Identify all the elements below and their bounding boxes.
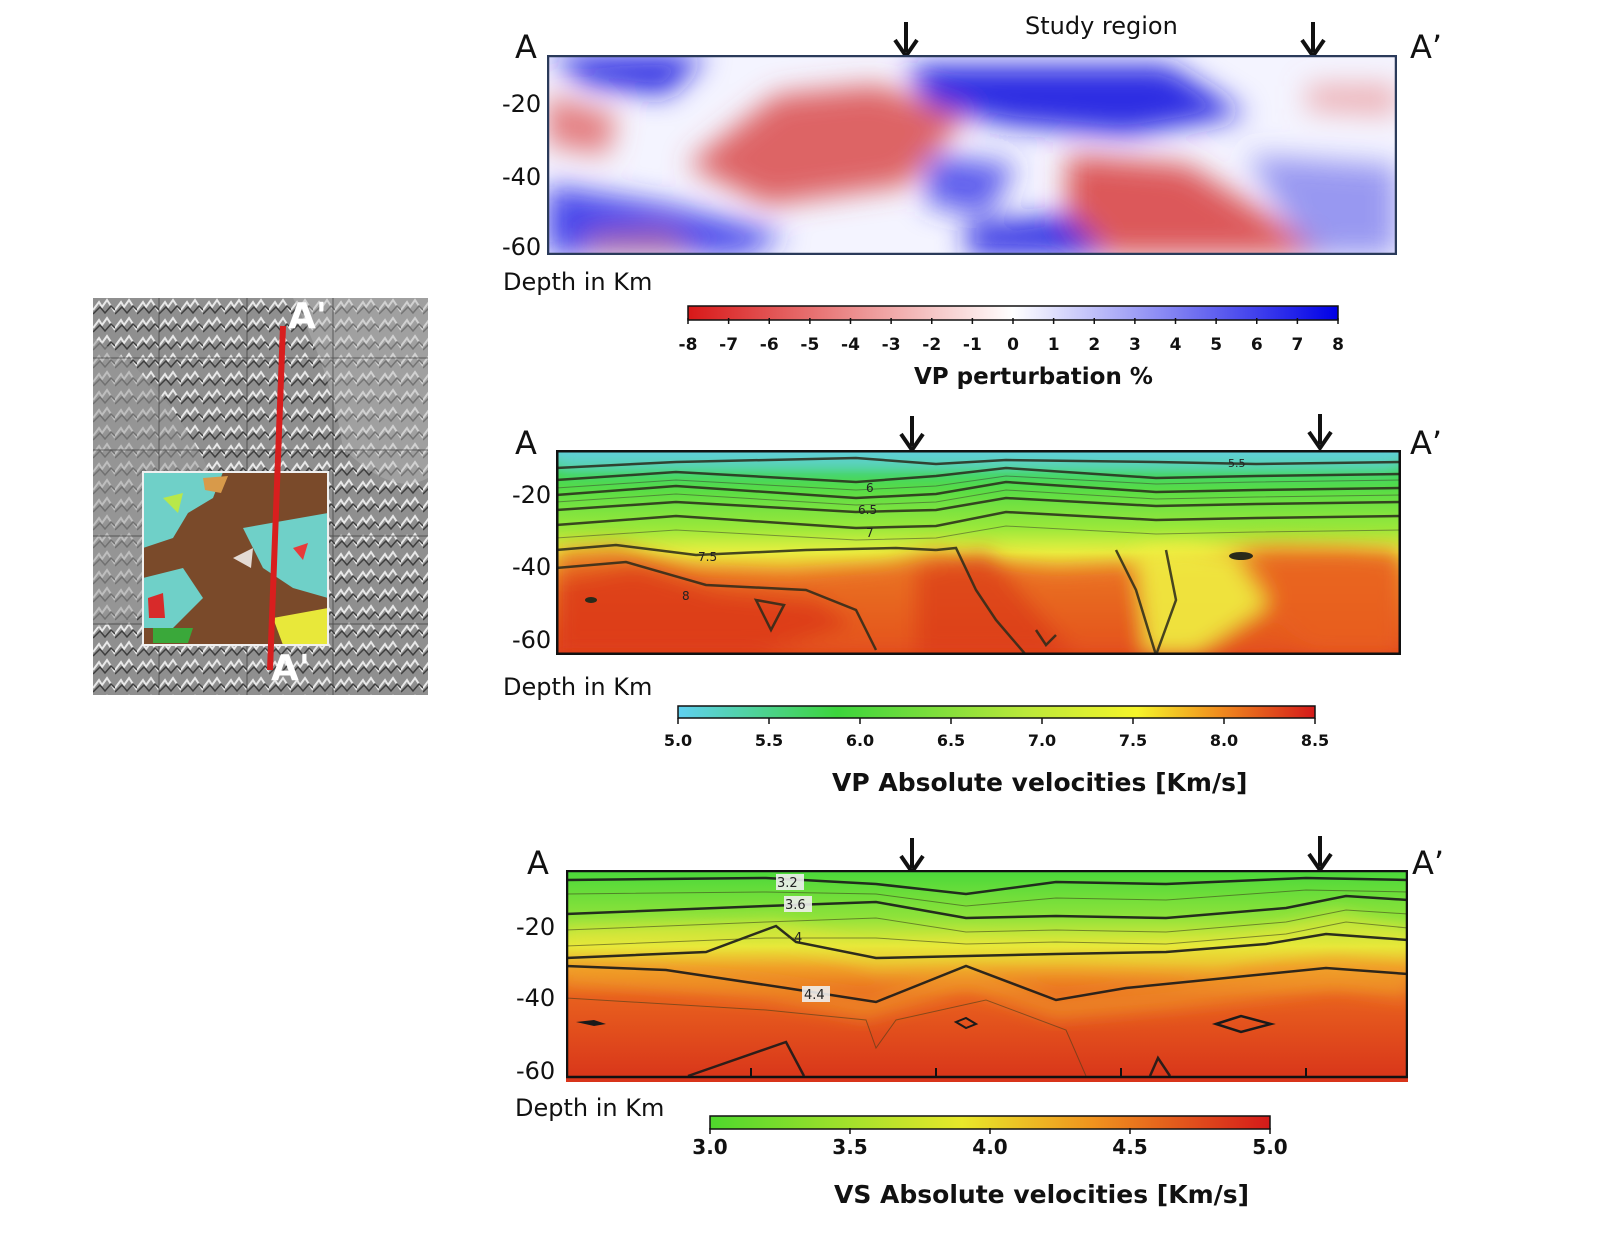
panel3-colorbar-tick-label: 4.0 [972,1135,1007,1159]
panel1-endpoint-a-prime: A’ [1410,28,1443,66]
inset-label-bottom: A' [271,648,310,689]
panel3-endpoint-a: A [527,844,549,882]
panel1-ylabel: Depth in Km [503,268,653,296]
panel2-colorbar-tick-label: 6.0 [846,731,874,750]
panel2-endpoint-a-prime: A’ [1410,424,1443,462]
panel1-colorbar-tick-label: 2 [1088,335,1100,355]
panel3-ytick-1: -40 [516,984,556,1012]
vp-contour-label-6.5: 6.5 [858,503,877,517]
panel1-colorbar-tick-label: -7 [719,335,738,355]
panel1-colorbar-ticks: -8 -7 -6 -5 -4 -3 -2 -1 0 1 2 3 4 5 6 7 8 [679,318,1344,355]
panel3-colorbar-ticks: 3.0 3.5 4.0 4.5 5.0 [692,1128,1288,1159]
inset-label-top: A' [288,296,327,337]
panel3-colorbar: 3.0 3.5 4.0 4.5 5.0 [692,1115,1288,1159]
panel3-colorbar-tick-label: 3.5 [832,1135,867,1159]
vs-contour-label-4.4: 4.4 [804,988,825,1003]
panel2-colorbar-tick-label: 5.5 [755,731,783,750]
panel3-ytick-2: -60 [516,1057,556,1085]
study-region-label: Study region [1025,12,1178,40]
panel1-colorbar-tick-label: 7 [1291,335,1303,355]
panel2-ytick-2: -60 [512,626,552,654]
panel2-endpoint-a: A [515,424,537,462]
panel2-colorbar-tick-label: 7.5 [1119,731,1147,750]
vp-contour-label-5.5: 5.5 [1228,457,1246,470]
study-region-arrow-right-2 [1307,414,1333,450]
geology-box [142,471,329,646]
panel1-colorbar-tick-label: 0 [1007,335,1019,355]
panel2-colorbar-tick-label: 5.0 [664,731,692,750]
panel1-colorbar-tick-label: -8 [679,335,698,355]
panel2-colorbar-tick-label: 8.5 [1301,731,1329,750]
panel3-colorbar-tick-label: 3.0 [692,1135,727,1159]
panel2-colorbar: 5.0 5.5 6.0 6.5 7.0 7.5 8.0 8.5 [664,705,1329,750]
panel2-heatmap: 5.5 6 6.5 7 7.5 8 [556,450,1401,655]
panel1-endpoint-a: A [515,28,537,66]
panel2-ytick-0: -20 [512,481,552,509]
panel2-colorbar-tick-label: 6.5 [937,731,965,750]
panel2-ylabel: Depth in Km [503,673,653,701]
panel1-ytick-0: -20 [502,90,542,118]
panel1-colorbar-tick-label: 5 [1210,335,1222,355]
vp-contour-label-8: 8 [682,589,690,603]
panel1-colorbar-tick-label: -6 [760,335,779,355]
vp-contour-label-7.5: 7.5 [698,550,717,564]
panel1-colorbar-tick-label: -3 [882,335,901,355]
panel1-ytick-2: -60 [502,233,542,261]
panel1-heatmap [547,55,1397,255]
vs-contour-label-4: 4 [794,931,802,946]
panel3-heatmap: 3.2 3.6 4 4.4 [566,870,1408,1082]
panel1-colorbar-tick-label: 1 [1048,335,1060,355]
panel1-ytick-1: -40 [502,163,542,191]
study-region-arrow-right-3 [1307,836,1333,872]
panel1-colorbar-tick-label: 6 [1251,335,1263,355]
panel3-colorbar-tick-label: 5.0 [1252,1135,1287,1159]
panel1-colorbar: -8 -7 -6 -5 -4 -3 -2 -1 0 1 2 3 4 5 6 7 8 [679,305,1344,355]
panel3-endpoint-a-prime: A’ [1412,844,1445,882]
panel1-colorbar-label: VP perturbation % [914,364,1153,390]
profile-line [267,325,286,671]
panel2-colorbar-label: VP Absolute velocities [Km/s] [832,768,1248,797]
panel1-colorbar-tick-label: 4 [1170,335,1182,355]
study-region-arrow-right-1 [1300,22,1326,58]
panel3-ytick-0: -20 [516,913,556,941]
inset-map: A' A' [93,296,428,695]
panel3-ylabel: Depth in Km [515,1094,665,1122]
panel1-colorbar-tick-label: -1 [963,335,982,355]
vp-contour-label-6: 6 [866,481,874,495]
study-region-arrow-left-2 [899,416,925,452]
study-region-arrow-left-1 [893,22,919,58]
study-region-arrow-left-3 [899,838,925,874]
vs-contour-label-3.6: 3.6 [785,898,806,913]
panel1-colorbar-tick-label: 3 [1129,335,1141,355]
panel3-colorbar-label: VS Absolute velocities [Km/s] [834,1180,1250,1209]
panel1-colorbar-tick-label: -2 [922,335,941,355]
panel2-colorbar-tick-label: 8.0 [1210,731,1238,750]
panel2-colorbar-tick-label: 7.0 [1028,731,1056,750]
panel1-colorbar-tick-label: 8 [1332,335,1344,355]
panel1-colorbar-tick-label: -5 [800,335,819,355]
panel2-ytick-1: -40 [512,553,552,581]
panel3-colorbar-tick-label: 4.5 [1112,1135,1147,1159]
panel1-colorbar-tick-label: -4 [841,335,860,355]
vp-contour-label-7: 7 [866,526,874,540]
panel2-colorbar-ticks: 5.0 5.5 6.0 6.5 7.0 7.5 8.0 8.5 [664,718,1329,750]
vs-contour-label-3.2: 3.2 [777,876,798,891]
